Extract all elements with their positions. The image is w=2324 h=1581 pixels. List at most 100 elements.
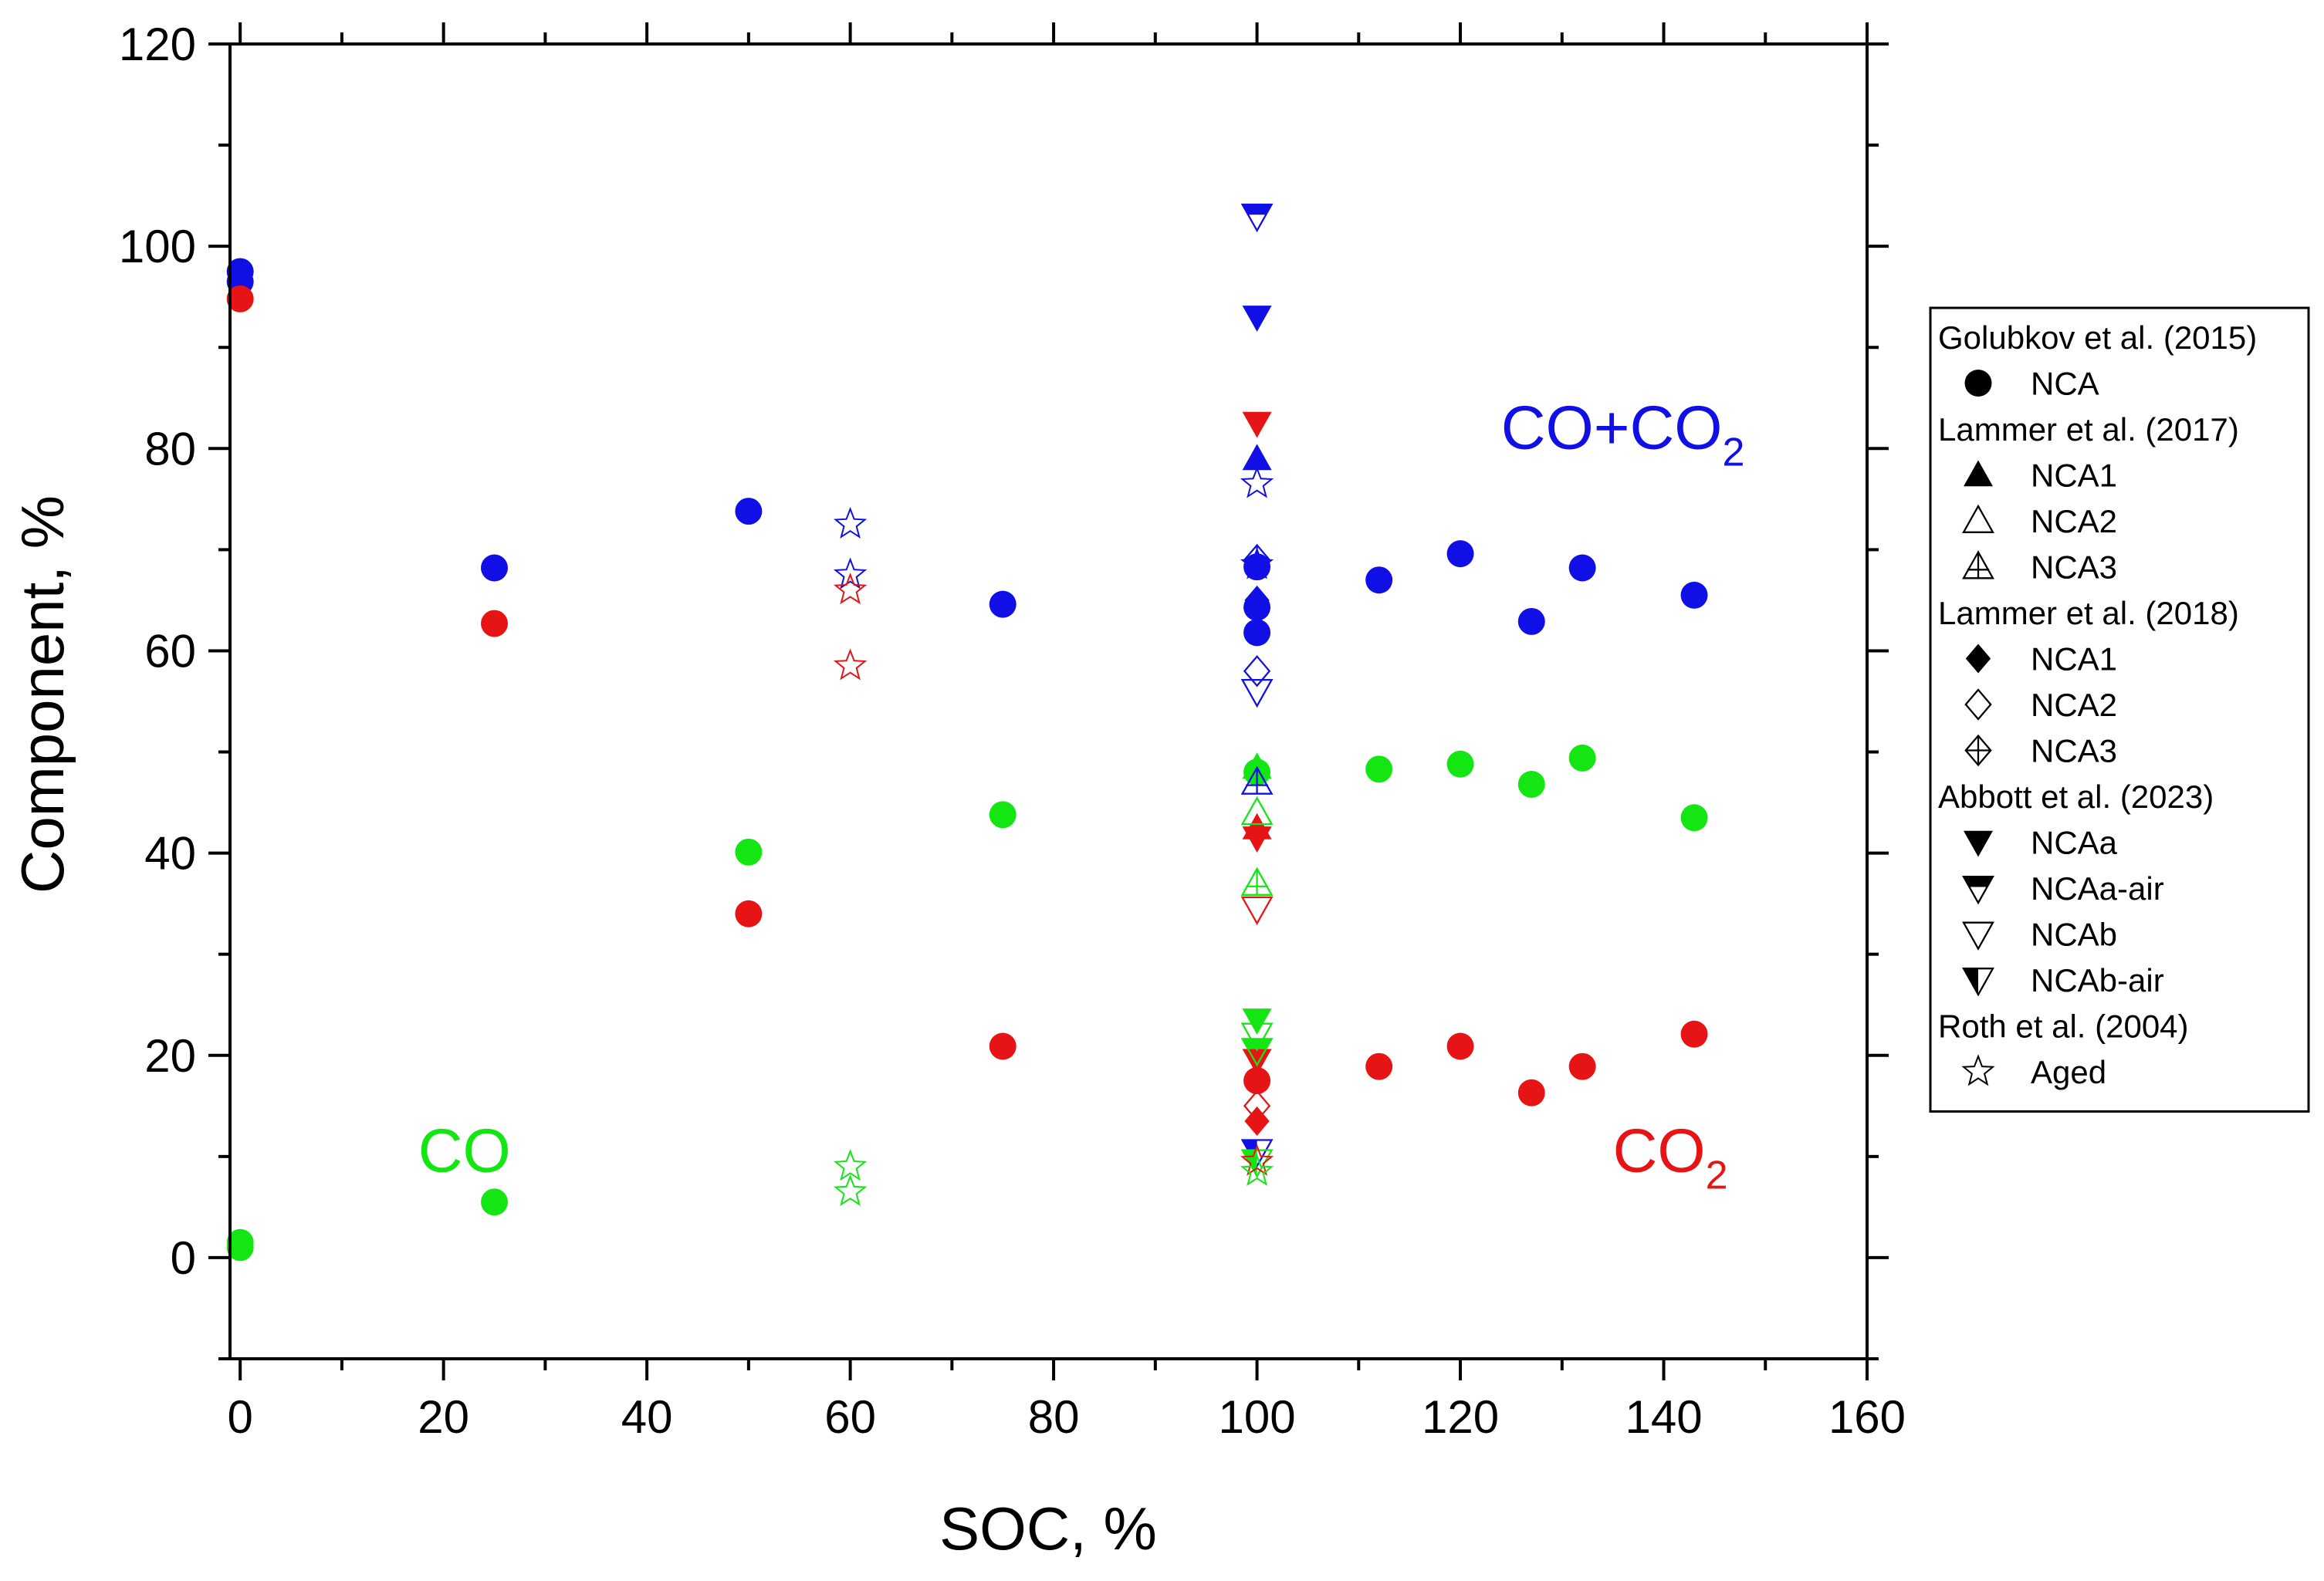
data-point — [1244, 585, 1270, 615]
data-point — [735, 838, 763, 866]
legend-marker — [1964, 370, 1992, 397]
y-tick-label: 80 — [144, 423, 196, 475]
data-point — [735, 900, 763, 927]
data-point — [735, 498, 763, 525]
data-point — [1446, 540, 1474, 568]
series — [1242, 1008, 1272, 1035]
data-point — [1240, 867, 1274, 896]
data-point — [481, 554, 509, 582]
legend-label: NCAa-air — [2031, 870, 2164, 907]
legend-marker — [1964, 688, 1992, 721]
legend-label: NCAb — [2031, 917, 2117, 953]
legend-label: Aged — [2031, 1054, 2106, 1090]
series — [1242, 752, 1272, 779]
data-point — [1365, 755, 1393, 783]
legend-header: Abbott et al. (2023) — [1938, 779, 2214, 815]
plot-frame — [228, 42, 1869, 1360]
series — [1243, 1089, 1271, 1123]
data-point — [1240, 1144, 1274, 1176]
data-point — [1680, 581, 1708, 609]
legend-marker — [1962, 550, 1994, 579]
legend-marker — [1962, 504, 1994, 533]
data-point — [1240, 203, 1274, 233]
legend-label: NCAa — [2031, 825, 2118, 861]
data-point — [1242, 752, 1272, 779]
x-axis-title: SOC, % — [939, 1495, 1157, 1562]
y-tick-label: 60 — [144, 625, 196, 677]
legend-marker — [1962, 968, 1994, 997]
legend-label: NCA3 — [2031, 549, 2117, 586]
y-tick-label: 100 — [119, 221, 196, 272]
legend-marker — [1961, 1054, 1995, 1086]
data-point — [481, 610, 509, 637]
x-tick-label: 120 — [1422, 1391, 1499, 1443]
x-tick-label: 0 — [227, 1391, 252, 1443]
legend-header: Golubkov et al. (2015) — [1938, 319, 2257, 356]
data-point — [1517, 771, 1545, 798]
legend-label: NCA2 — [2031, 503, 2117, 539]
legend-label: NCA1 — [2031, 458, 2117, 494]
data-point — [1242, 411, 1272, 438]
series — [1240, 867, 1274, 896]
series-annotation: CO2 — [1613, 1116, 1728, 1198]
series — [226, 285, 1708, 1106]
data-point — [1243, 1089, 1271, 1123]
series — [1242, 411, 1272, 1076]
data-point — [1446, 750, 1474, 778]
series — [1240, 765, 1274, 795]
legend-marker — [1964, 830, 1993, 857]
legend-label: NCAb-air — [2031, 962, 2164, 998]
legend-label: NCA2 — [2031, 687, 2117, 723]
x-tick-label: 160 — [1828, 1391, 1906, 1443]
series — [833, 573, 1274, 1176]
series-annotation: CO — [418, 1116, 511, 1185]
data-point — [1242, 1008, 1272, 1035]
legend-label: NCA3 — [2031, 733, 2117, 769]
series — [1240, 796, 1274, 826]
x-tick-label: 60 — [824, 1391, 876, 1443]
data-point — [833, 506, 868, 539]
data-point — [1242, 444, 1272, 471]
legend-marker — [1962, 876, 1994, 905]
data-point — [1517, 1079, 1545, 1106]
series — [1242, 444, 1272, 471]
axis-ticks: 0 20 40 60 80 100 120 140 160 0 20 40 60 80 100 120 — [119, 19, 1906, 1443]
series — [1240, 678, 1274, 708]
data-point — [1240, 466, 1274, 498]
data-point — [1242, 306, 1272, 332]
data-point — [833, 573, 868, 605]
x-tick-label: 140 — [1625, 1391, 1702, 1443]
data-point — [1240, 896, 1274, 926]
data-point — [1243, 619, 1271, 647]
data-point — [481, 1188, 509, 1216]
x-tick-label: 100 — [1219, 1391, 1296, 1443]
data-point — [1240, 1038, 1274, 1067]
data-point — [1568, 554, 1596, 582]
series — [833, 466, 1274, 589]
series-annotation: CO+CO2 — [1501, 393, 1745, 475]
y-axis-title: Component, % — [8, 495, 76, 894]
data-point — [833, 1149, 868, 1181]
data-point — [226, 285, 254, 312]
data-point — [1240, 1022, 1274, 1052]
data-point — [1680, 804, 1708, 832]
data-point — [1240, 765, 1274, 795]
x-tick-label: 80 — [1028, 1391, 1080, 1443]
data-point — [1243, 1067, 1271, 1095]
legend-marker — [1964, 460, 1993, 487]
series — [1240, 1022, 1274, 1052]
data-point — [833, 648, 868, 681]
series — [1240, 1038, 1274, 1067]
data-point — [1240, 678, 1274, 708]
data-point — [1517, 607, 1545, 635]
legend-marker — [1965, 644, 1991, 674]
data-point — [1365, 1052, 1393, 1080]
series — [1240, 203, 1274, 233]
y-tick-label: 20 — [144, 1030, 196, 1082]
data-point — [1446, 1032, 1474, 1060]
legend-marker — [1962, 921, 1994, 951]
data-point — [833, 1174, 868, 1207]
data-point — [833, 557, 868, 589]
data-point — [1240, 547, 1274, 579]
data-point — [1240, 796, 1274, 826]
